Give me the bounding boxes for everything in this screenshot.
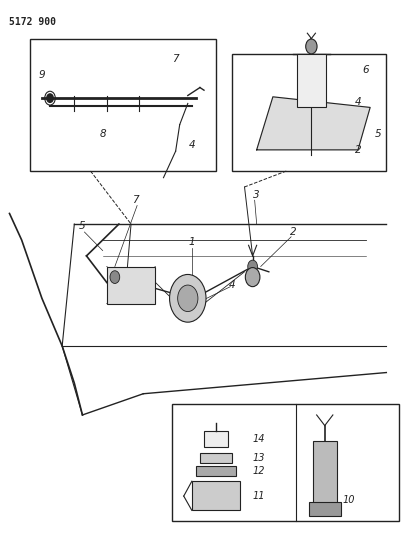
Text: 5172 900: 5172 900 <box>9 17 56 27</box>
Bar <box>313 441 337 505</box>
Text: 11: 11 <box>253 491 265 501</box>
Text: 5: 5 <box>375 129 381 139</box>
Text: 2: 2 <box>355 145 361 155</box>
Text: 8: 8 <box>100 129 106 139</box>
Polygon shape <box>257 97 370 150</box>
Bar <box>196 466 236 476</box>
Text: 3: 3 <box>253 190 260 199</box>
Text: 4: 4 <box>229 280 236 290</box>
Text: 4: 4 <box>188 140 195 150</box>
Text: 12: 12 <box>253 466 265 476</box>
Circle shape <box>47 94 53 102</box>
Circle shape <box>248 260 257 273</box>
Bar <box>297 54 326 108</box>
Bar <box>233 54 386 171</box>
Text: 10: 10 <box>343 495 355 505</box>
Bar <box>107 266 155 304</box>
Text: 14: 14 <box>253 434 265 444</box>
Bar <box>172 405 399 521</box>
Text: 2: 2 <box>290 227 297 237</box>
Circle shape <box>110 271 120 284</box>
Text: 4: 4 <box>355 97 361 107</box>
Text: 13: 13 <box>253 453 265 463</box>
Circle shape <box>306 39 317 54</box>
Bar <box>200 453 233 463</box>
Circle shape <box>177 285 198 312</box>
Bar <box>30 38 216 171</box>
Text: 5: 5 <box>79 221 86 231</box>
Text: 9: 9 <box>39 70 45 80</box>
Text: 6: 6 <box>363 65 369 75</box>
Bar <box>308 503 341 516</box>
Text: 7: 7 <box>172 54 179 64</box>
Circle shape <box>245 268 260 287</box>
Text: 7: 7 <box>132 195 138 205</box>
Circle shape <box>170 274 206 322</box>
Text: 1: 1 <box>188 237 195 247</box>
Bar <box>204 431 228 447</box>
Bar <box>192 481 240 511</box>
